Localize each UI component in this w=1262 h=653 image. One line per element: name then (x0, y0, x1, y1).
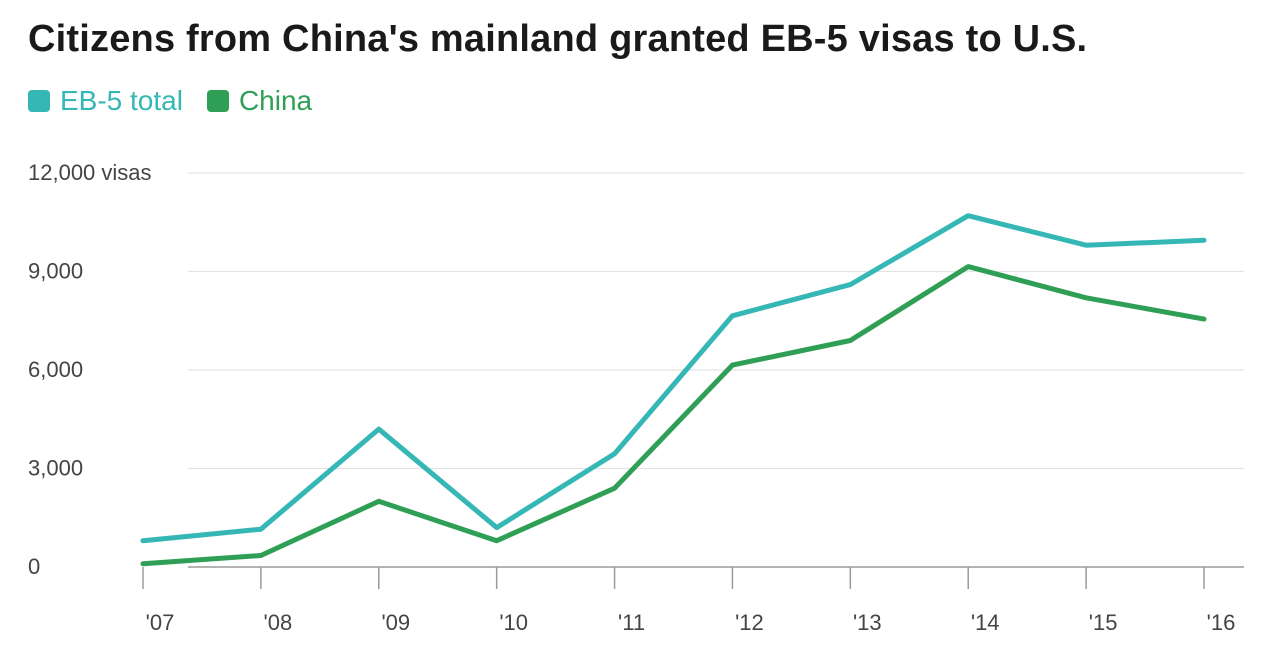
legend-label-eb5-total: EB-5 total (60, 85, 183, 116)
y-tick-label: 3,000 (28, 456, 83, 481)
y-tick-label: 9,000 (28, 259, 83, 284)
legend-item-eb5-total: EB-5 total (28, 84, 183, 118)
series-layer (140, 213, 1207, 567)
legend-swatch-eb5-total (28, 90, 50, 112)
x-tick-label: '07 (146, 610, 175, 635)
legend: EB-5 total China (28, 84, 336, 118)
x-tick-label: '14 (971, 610, 1000, 635)
axis-layer: 0 3,000 6,000 9,000 12,000 visas '07 '08 '09 '10… (28, 160, 1235, 635)
x-tick-label: '12 (735, 610, 764, 635)
legend-item-china: China (206, 84, 313, 118)
y-tick-label: 12,000 visas (28, 160, 152, 185)
legend-label-china: China (238, 85, 313, 116)
x-tick-label: '13 (853, 610, 882, 635)
y-tick-label: 0 (28, 554, 40, 579)
x-tick-label: '09 (381, 610, 410, 635)
x-tick-label: '08 (264, 610, 293, 635)
y-tick-label: 6,000 (28, 357, 83, 382)
legend-swatch-china (206, 90, 229, 112)
x-tick-label: '15 (1089, 610, 1118, 635)
x-tick-label: '11 (618, 610, 645, 635)
x-tick-label: '16 (1207, 610, 1236, 635)
series-line-china (140, 264, 1207, 567)
chart-title: Citizens from China's mainland granted E… (28, 18, 1088, 60)
x-tick-label: '10 (499, 610, 528, 635)
series-line-eb5-total (140, 213, 1207, 544)
grid-layer (188, 172, 1244, 568)
